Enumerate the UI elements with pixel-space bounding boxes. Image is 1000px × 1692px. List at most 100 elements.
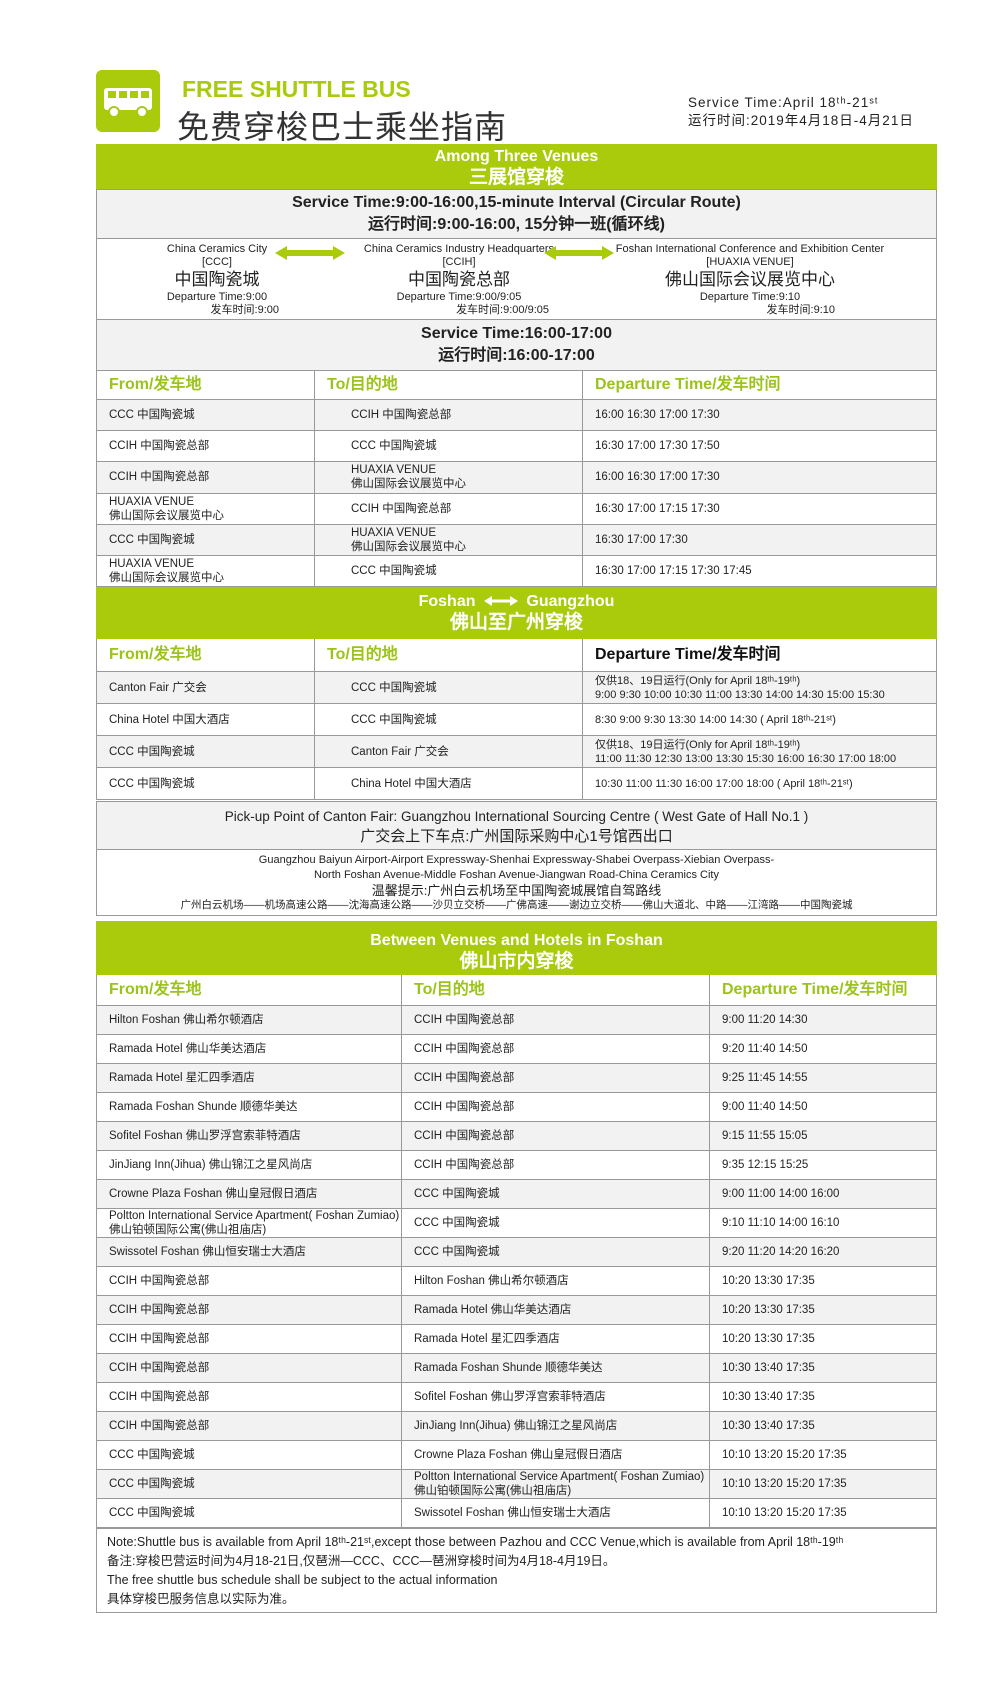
cell-text: Sofitel Foshan 佛山罗浮宫索菲特酒店 <box>414 1391 606 1403</box>
cell-text: 9:15 11:55 15:05 <box>722 1130 808 1142</box>
note-line: 具体穿梭巴服务信息以实际为准。 <box>107 1592 295 1606</box>
cell-text: CCIH 中国陶瓷总部 <box>109 1391 210 1403</box>
cell-text: 10:30 13:40 17:35 <box>722 1362 815 1374</box>
departure-time-cell: 9:00 11:00 14:00 16:00 <box>710 1180 936 1208</box>
cell-text: 8:30 9:00 9:30 13:30 14:00 14:30 ( April… <box>595 713 836 726</box>
column-header: Departure Time/发车时间 <box>722 981 908 998</box>
from-cell: Ramada Hotel 星汇四季酒店 <box>97 1064 402 1092</box>
section-foshan-hotels-banner: Between Venues and Hotels in Foshan 佛山市内… <box>96 921 937 975</box>
pickup-cn: 广交会上下车点:广州国际采购中心1号馆西出口 <box>360 828 673 845</box>
cell-text: HUAXIA VENUE <box>351 464 436 477</box>
departure-time-cell: 16:30 17:00 17:30 <box>583 525 936 555</box>
pickup-en: Pick-up Point of Canton Fair: Guangzhou … <box>224 809 809 824</box>
cell-text: CCIH 中国陶瓷总部 <box>109 440 210 453</box>
cell-text: 佛山国际会议展览中心 <box>351 540 466 553</box>
from-cell: CCIH 中国陶瓷总部 <box>97 1412 402 1440</box>
departure-time-cell: 9:00 11:20 14:30 <box>710 1006 936 1034</box>
cell-text: China Hotel 中国大酒店 <box>351 777 472 790</box>
cell-text: 9:35 12:15 15:25 <box>722 1159 809 1171</box>
cell-text: HUAXIA VENUE <box>109 495 194 508</box>
departure-time-cell: 16:00 16:30 17:00 17:30 <box>583 400 936 430</box>
route-cn: 广州白云机场——机场高速公路——沈海高速公路——沙贝立交桥——广佛高速——谢边立… <box>180 899 853 911</box>
cell-text: 佛山国际会议展览中心 <box>109 509 224 522</box>
venue-name-cn: 佛山国际会议展览中心 <box>665 270 835 289</box>
from-cell: CCIH 中国陶瓷总部 <box>97 1383 402 1411</box>
to-cell: Swissotel Foshan 佛山恒安瑞士大酒店 <box>402 1499 710 1527</box>
route-en-1: Guangzhou Baiyun Airport-Airport Express… <box>258 854 775 866</box>
cell-text: CCC 中国陶瓷城 <box>109 1478 195 1490</box>
from-cell: Ramada Foshan Shunde 顺德华美达 <box>97 1093 402 1121</box>
venue-name-en: Foshan International Conference and Exhi… <box>615 243 885 255</box>
cell-text: CCIH 中国陶瓷总部 <box>414 1130 515 1142</box>
from-cell: Sofitel Foshan 佛山罗浮宫索菲特酒店 <box>97 1122 402 1150</box>
to-cell: CCIH 中国陶瓷总部 <box>315 493 583 524</box>
service-date-cn: 运行时间:2019年4月18日-4月21日 <box>688 113 914 128</box>
cell-text: Swissotel Foshan 佛山恒安瑞士大酒店 <box>109 1246 306 1258</box>
section-title-cn: 三展馆穿梭 <box>468 167 564 188</box>
table-row: CCC 中国陶瓷城 CCIH 中国陶瓷总部 16:00 16:30 17:00 17… <box>97 400 936 432</box>
departure-en: Departure Time:9:10 <box>699 291 801 303</box>
departure-time-cell: 16:30 17:00 17:15 17:30 <box>583 494 936 524</box>
cell-text: CCIH 中国陶瓷总部 <box>109 1333 210 1345</box>
to-cell: Sofitel Foshan 佛山罗浮宫索菲特酒店 <box>402 1383 710 1411</box>
departure-cn: 发车时间:9:10 <box>766 304 835 316</box>
column-header: From/发车地 <box>97 370 315 399</box>
cell-text: 16:00 16:30 17:00 17:30 <box>595 409 720 422</box>
from-cell: CCC 中国陶瓷城 <box>97 1499 402 1527</box>
table-row: HUAXIA VENUE 佛山国际会议展览中心 CCIH 中国陶瓷总部 16:30 1… <box>97 493 936 525</box>
bus-logo-icon <box>96 70 160 132</box>
cell-text: CCIH 中国陶瓷总部 <box>351 502 452 515</box>
venue-code: [HUAXIA VENUE] <box>706 256 794 268</box>
departure-time-cell: 仅供18、19日运行(Only for April 18ᵗʰ-19ᵗʰ) 11:0… <box>583 736 936 767</box>
column-header: From/发车地 <box>97 639 315 671</box>
departure-en: Departure Time:9:00 <box>166 291 268 303</box>
venue-code: [CCIH] <box>442 256 476 268</box>
from-cell: CCIH 中国陶瓷总部 <box>97 1296 402 1324</box>
note-line: The free shuttle bus schedule shall be s… <box>107 1573 498 1587</box>
cell-text: CCC 中国陶瓷城 <box>414 1188 500 1200</box>
table-header: From/发车地 To/目的地 Departure Time/发车时间 <box>97 975 936 1006</box>
table-row: CCC 中国陶瓷城 Poltton International Service A… <box>97 1470 936 1499</box>
table-row: CCIH 中国陶瓷总部 Ramada Hotel 星汇四季酒店 10:20 13:3… <box>97 1325 936 1354</box>
from-cell: Poltton International Service Apartment(… <box>97 1209 402 1237</box>
venue-ccih: China Ceramics Industry Headquarters [CC… <box>359 243 559 317</box>
section-foshan-guangzhou-banner: Foshan Guangzhou 佛山至广州穿梭 <box>96 587 937 639</box>
cell-text: 10:10 13:20 15:20 17:35 <box>722 1449 847 1461</box>
section-title-en: Between Venues and Hotels in Foshan <box>370 932 663 949</box>
table-row: HUAXIA VENUE 佛山国际会议展览中心 CCC 中国陶瓷城 16:30 17:… <box>97 555 936 588</box>
cell-text: CCC 中国陶瓷城 <box>351 565 437 578</box>
departure-cn: 发车时间:9:00/9:05 <box>456 304 549 316</box>
table-row: Crowne Plaza Foshan 佛山皇冠假日酒店 CCC 中国陶瓷城 9:0… <box>97 1180 936 1209</box>
departure-time-cell: 仅供18、19日运行(Only for April 18ᵗʰ-19ᵗʰ) 9:00… <box>583 672 936 703</box>
service-time-1: Service Time:9:00-16:00,15-minute Interv… <box>96 189 937 239</box>
cell-text: 9:25 11:45 14:55 <box>722 1072 808 1084</box>
to-cell: CCIH 中国陶瓷总部 <box>402 1035 710 1063</box>
to-cell: Canton Fair 广交会 <box>315 736 583 767</box>
to-cell: CCIH 中国陶瓷总部 <box>402 1093 710 1121</box>
table-row: CCC 中国陶瓷城 Crowne Plaza Foshan 佛山皇冠假日酒店 10:… <box>97 1441 936 1470</box>
departure-time-cell: 10:20 13:30 17:35 <box>710 1325 936 1353</box>
cell-text: 10:30 13:40 17:35 <box>722 1420 815 1432</box>
departure-time-cell: 16:30 17:00 17:15 17:30 17:45 <box>583 556 936 586</box>
departure-time-cell: 9:25 11:45 14:55 <box>710 1064 936 1092</box>
table-row: Sofitel Foshan 佛山罗浮宫索菲特酒店 CCIH 中国陶瓷总部 9:15… <box>97 1122 936 1151</box>
to-cell: CCC 中国陶瓷城 <box>315 672 583 703</box>
cell-text: Ramada Foshan Shunde 顺德华美达 <box>109 1101 298 1113</box>
to-cell: JinJiang Inn(Jihua) 佛山锦江之星风尚店 <box>402 1412 710 1440</box>
to-cell: HUAXIA VENUE 佛山国际会议展览中心 <box>315 462 583 493</box>
table-row: CCC 中国陶瓷城 China Hotel 中国大酒店 10:30 11:00 11… <box>97 768 936 800</box>
to-cell: China Hotel 中国大酒店 <box>315 768 583 799</box>
departure-time-cell: 10:20 13:30 17:35 <box>710 1296 936 1324</box>
cell-text: Ramada Hotel 佛山华美达酒店 <box>414 1304 572 1316</box>
departure-time-cell: 9:10 11:10 14:00 16:10 <box>710 1209 936 1237</box>
table-row: Poltton International Service Apartment(… <box>97 1209 936 1238</box>
double-arrow-icon <box>544 246 614 260</box>
from-cell: JinJiang Inn(Jihua) 佛山锦江之星风尚店 <box>97 1151 402 1179</box>
departure-time-cell: 9:00 11:40 14:50 <box>710 1093 936 1121</box>
table-header: From/发车地 To/目的地 Departure Time/发车时间 <box>97 639 936 672</box>
departure-time-cell: 16:00 16:30 17:00 17:30 <box>583 462 936 492</box>
from-cell: Hilton Foshan 佛山希尔顿酒店 <box>97 1006 402 1034</box>
cell-text: 10:20 13:30 17:35 <box>722 1304 815 1316</box>
cell-text: CCIH 中国陶瓷总部 <box>414 1014 515 1026</box>
cell-text: CCC 中国陶瓷城 <box>414 1217 500 1229</box>
